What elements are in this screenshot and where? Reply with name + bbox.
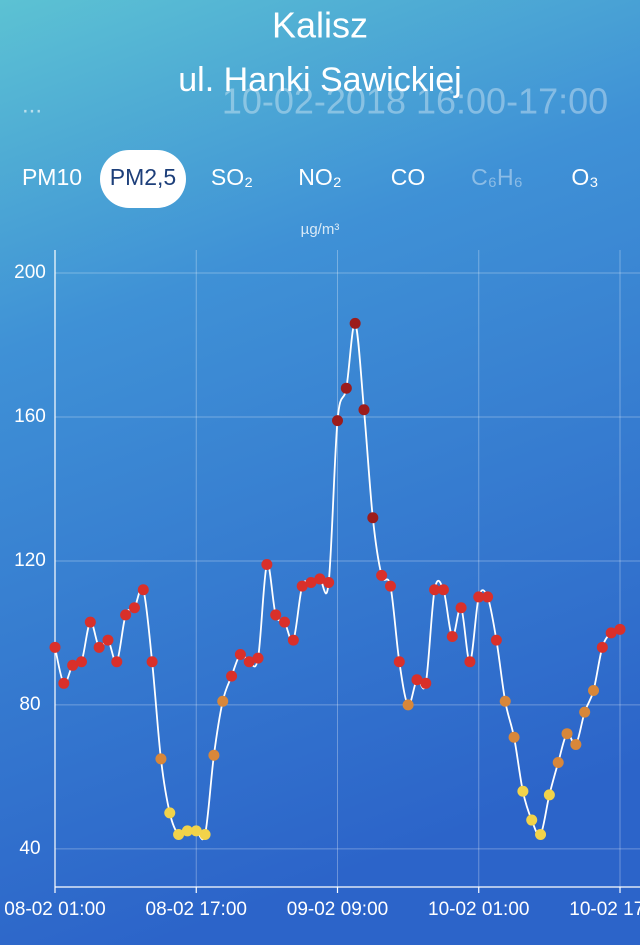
x-tick-label: 09-02 09:00	[287, 899, 388, 920]
point	[49, 641, 61, 653]
point	[455, 602, 467, 614]
point	[102, 634, 114, 646]
point	[543, 789, 555, 801]
x-tick-label: 10-02 01:00	[428, 899, 529, 920]
point	[358, 404, 370, 416]
point	[508, 731, 520, 743]
point	[332, 415, 343, 427]
point	[499, 695, 511, 707]
point	[252, 652, 264, 664]
point	[173, 828, 185, 840]
unit-label: µg/m³	[301, 221, 340, 238]
point	[535, 828, 547, 840]
tab-selected-bg	[100, 150, 186, 208]
point	[243, 656, 255, 668]
point	[199, 828, 211, 840]
point	[261, 559, 273, 571]
point	[570, 738, 582, 750]
point	[270, 609, 282, 621]
point	[446, 631, 458, 643]
point	[190, 825, 202, 837]
point	[314, 573, 326, 585]
point	[393, 656, 405, 668]
point	[128, 602, 140, 614]
point	[411, 674, 423, 686]
point	[517, 785, 529, 797]
point	[473, 591, 485, 603]
point	[208, 749, 220, 761]
point	[552, 756, 564, 768]
point	[296, 580, 308, 592]
point	[67, 659, 79, 671]
point	[605, 627, 617, 639]
point	[561, 728, 573, 740]
tab[interactable]: NO₂	[298, 164, 341, 190]
tab[interactable]: CO	[391, 164, 426, 190]
point	[437, 584, 449, 596]
y-tick-label: 160	[14, 406, 46, 427]
point	[164, 807, 176, 819]
point	[323, 577, 335, 589]
point	[367, 512, 379, 524]
point	[384, 580, 396, 592]
point	[305, 577, 317, 589]
point	[490, 634, 502, 646]
point	[75, 656, 87, 668]
tab[interactable]: PM10	[22, 164, 82, 190]
point	[526, 814, 538, 826]
point	[464, 656, 476, 668]
point	[84, 616, 96, 628]
point	[287, 634, 299, 646]
x-tick-label: 08-02 17:00	[146, 899, 247, 920]
point	[349, 317, 361, 329]
point	[340, 382, 352, 394]
tab[interactable]: O₃	[571, 164, 598, 190]
point	[120, 609, 132, 621]
tab[interactable]: C₆H₆	[471, 164, 523, 190]
point	[402, 699, 414, 711]
title: Kalisz	[272, 5, 368, 46]
chart: 40 80 120 160 200 08-02 01:00 08-02 17:00 09-02…	[4, 250, 640, 920]
tab[interactable]: PM2,5	[110, 164, 176, 190]
point	[155, 753, 167, 765]
point	[217, 695, 229, 707]
point	[234, 649, 246, 661]
point	[279, 616, 291, 628]
point	[146, 656, 158, 668]
y-tick-label: 120	[14, 550, 46, 571]
tab-bar: PM10 PM2,5 SO₂ NO₂ CO C₆H₆ O₃	[22, 150, 599, 208]
y-tick-label: 200	[14, 262, 46, 283]
point	[429, 584, 441, 596]
point	[420, 677, 432, 689]
point	[596, 641, 608, 653]
tab[interactable]: SO₂	[211, 164, 253, 190]
point	[58, 677, 70, 689]
point	[93, 641, 105, 653]
date: 10-02-2018 16:00-17:00	[222, 81, 608, 122]
y-tick-label: 40	[19, 838, 40, 859]
point	[482, 591, 494, 603]
menu-button[interactable]: ...	[22, 91, 42, 118]
subtitle: ul. Hanki Sawickiej	[178, 61, 461, 99]
point	[614, 623, 626, 635]
x-tick-label: 10-02 17:00	[569, 899, 640, 920]
point	[579, 706, 591, 718]
y-tick-label: 80	[19, 694, 40, 715]
point	[137, 584, 149, 596]
point	[376, 569, 388, 581]
point	[111, 656, 123, 668]
point	[588, 685, 600, 697]
point	[226, 670, 238, 682]
point	[181, 825, 193, 837]
x-tick-label: 08-02 01:00	[4, 899, 105, 920]
